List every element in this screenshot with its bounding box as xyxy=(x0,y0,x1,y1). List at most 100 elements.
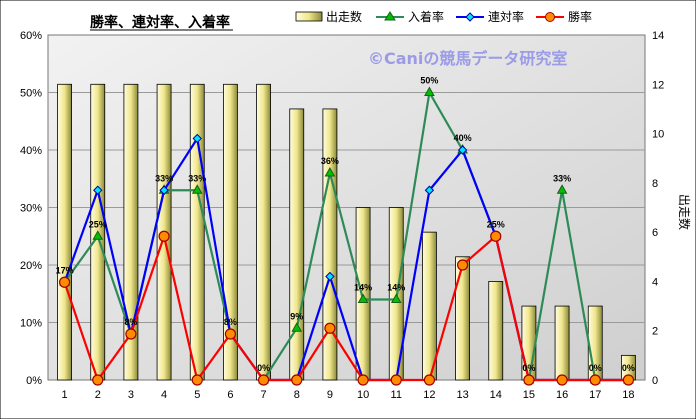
circle-marker xyxy=(191,374,203,386)
bar xyxy=(322,108,338,381)
diamond-marker xyxy=(325,271,335,282)
legend-label-bar: 出走数 xyxy=(326,9,362,24)
bar xyxy=(189,83,205,381)
y-right-tick-label: 10 xyxy=(652,129,664,141)
circle-marker xyxy=(490,230,502,242)
circle-marker xyxy=(390,374,402,386)
watermark-text: ©Caniの競馬データ研究室 xyxy=(368,49,567,68)
y-left-tick-label: 10% xyxy=(20,318,42,330)
data-label: 0% xyxy=(257,363,270,373)
bar xyxy=(289,108,305,381)
y-right-tick-label: 4 xyxy=(652,276,658,288)
data-label: 8% xyxy=(224,317,237,327)
data-label: 14% xyxy=(387,283,405,293)
diamond-marker xyxy=(192,133,202,144)
bar xyxy=(554,305,570,381)
x-tick-label: 2 xyxy=(95,389,101,401)
circle-marker xyxy=(125,328,137,340)
diamond-marker xyxy=(457,145,468,155)
chart-title: 勝率、連対率、入着率 xyxy=(90,14,230,31)
bar xyxy=(223,83,238,381)
y-left-tick-label: 20% xyxy=(20,260,42,272)
y-right-tick-label: 14 xyxy=(652,30,664,42)
legend: 出走数 入着率 連対率 勝率 xyxy=(295,9,592,24)
circle-marker xyxy=(224,328,237,340)
diamond-marker xyxy=(424,185,435,195)
legend-label-triangle: 入着率 xyxy=(408,9,444,24)
circle-marker xyxy=(58,276,71,288)
triangle-marker xyxy=(357,293,369,303)
data-label: 36% xyxy=(321,156,339,166)
data-label: 33% xyxy=(188,173,206,183)
legend-circle-marker xyxy=(545,12,555,22)
legend-item-circle: 勝率 xyxy=(536,9,592,24)
circle-marker xyxy=(456,259,469,271)
circle-marker xyxy=(324,322,336,334)
data-labels: 17% 25% 8% 33% 33% 8% 0% 9% 36% 14% 14% 50% 40% 25% 0%… xyxy=(56,76,635,374)
triangle-marker xyxy=(92,230,104,240)
x-tick-label: 4 xyxy=(161,389,167,401)
y-left-tick-label: 40% xyxy=(20,145,42,157)
data-label: 0% xyxy=(522,363,535,373)
x-tick-label: 10 xyxy=(357,389,369,401)
y-right-tick-label: 0 xyxy=(652,375,658,387)
diamond-marker xyxy=(159,185,169,195)
y-left-tick-label: 0% xyxy=(26,375,42,387)
data-label: 33% xyxy=(155,173,173,183)
x-tick-label: 17 xyxy=(589,389,601,401)
bar xyxy=(455,256,470,381)
x-tick-label: 16 xyxy=(556,389,568,401)
circle-marker xyxy=(291,374,303,386)
x-tick-label: 15 xyxy=(523,389,535,401)
legend-triangle-marker xyxy=(384,11,396,21)
data-label: 25% xyxy=(89,219,107,229)
triangle-marker xyxy=(424,86,435,96)
x-tick-label: 6 xyxy=(227,389,233,401)
bar-series xyxy=(57,83,636,381)
triangle-marker xyxy=(191,184,203,194)
data-label: 8% xyxy=(124,317,137,327)
x-tick-label: 9 xyxy=(327,389,333,401)
bar xyxy=(123,83,139,381)
circle-marker xyxy=(523,374,535,386)
circle-marker xyxy=(92,374,104,386)
circle-marker xyxy=(556,374,568,386)
right-axis-label: 出走数 xyxy=(677,194,692,230)
y-right-tick-label: 12 xyxy=(652,79,664,91)
triangle-marker xyxy=(390,293,402,303)
x-tick-label: 1 xyxy=(62,389,68,401)
x-tick-label: 3 xyxy=(128,389,134,401)
data-label: 14% xyxy=(354,283,372,293)
legend-diamond-marker xyxy=(465,12,475,22)
y-right-tick-label: 2 xyxy=(652,326,658,338)
bar xyxy=(256,83,271,381)
x-tick-label: 12 xyxy=(423,389,435,401)
x-tick-label: 13 xyxy=(456,389,468,401)
circle-marker xyxy=(423,374,436,386)
data-label: 33% xyxy=(553,173,571,183)
legend-bar-swatch xyxy=(295,11,323,22)
line-series-group xyxy=(58,86,635,386)
y-left-tick-label: 30% xyxy=(20,203,42,215)
data-label: 50% xyxy=(420,76,438,86)
triangle-marker xyxy=(556,184,568,194)
data-label: 9% xyxy=(290,311,303,321)
x-tick-label: 14 xyxy=(490,389,502,401)
x-tick-label: 11 xyxy=(391,389,402,401)
triangle-marker xyxy=(291,322,303,332)
y-right-tick-label: 8 xyxy=(652,178,658,190)
y-left-tick-label: 60% xyxy=(20,30,42,42)
x-tick-label: 18 xyxy=(622,389,634,401)
circle-marker xyxy=(158,230,170,242)
legend-item-bar: 出走数 xyxy=(295,9,362,24)
diamond-marker xyxy=(93,185,103,195)
circle-marker xyxy=(357,374,369,386)
bar xyxy=(57,83,72,381)
data-label: 0% xyxy=(589,363,602,373)
circle-marker xyxy=(257,374,270,386)
legend-label-diamond: 連対率 xyxy=(488,9,524,24)
data-label: 40% xyxy=(454,133,472,143)
bar xyxy=(422,231,437,381)
data-label: 17% xyxy=(56,265,74,275)
